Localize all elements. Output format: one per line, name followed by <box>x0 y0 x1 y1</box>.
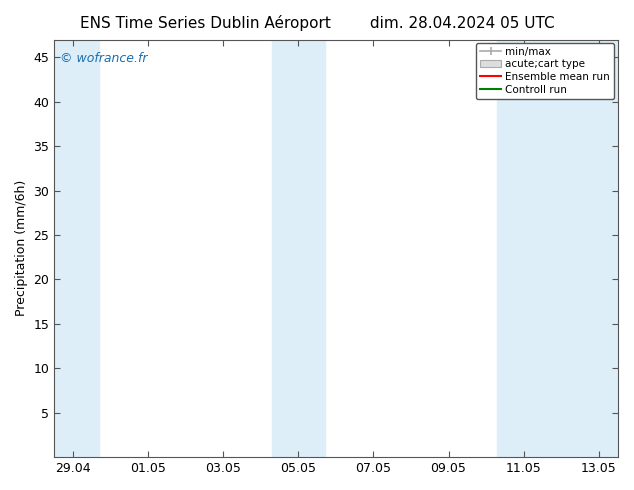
Text: ENS Time Series Dublin Aéroport        dim. 28.04.2024 05 UTC: ENS Time Series Dublin Aéroport dim. 28.… <box>80 15 554 31</box>
Text: © wofrance.fr: © wofrance.fr <box>60 52 148 65</box>
Bar <box>299 40 325 457</box>
Bar <box>497 40 524 457</box>
Legend: min/max, acute;cart type, Ensemble mean run, Controll run: min/max, acute;cart type, Ensemble mean … <box>476 43 614 99</box>
Bar <box>272 40 299 457</box>
Bar <box>524 40 618 457</box>
Bar <box>55 40 100 457</box>
Y-axis label: Precipitation (mm/6h): Precipitation (mm/6h) <box>15 180 28 317</box>
